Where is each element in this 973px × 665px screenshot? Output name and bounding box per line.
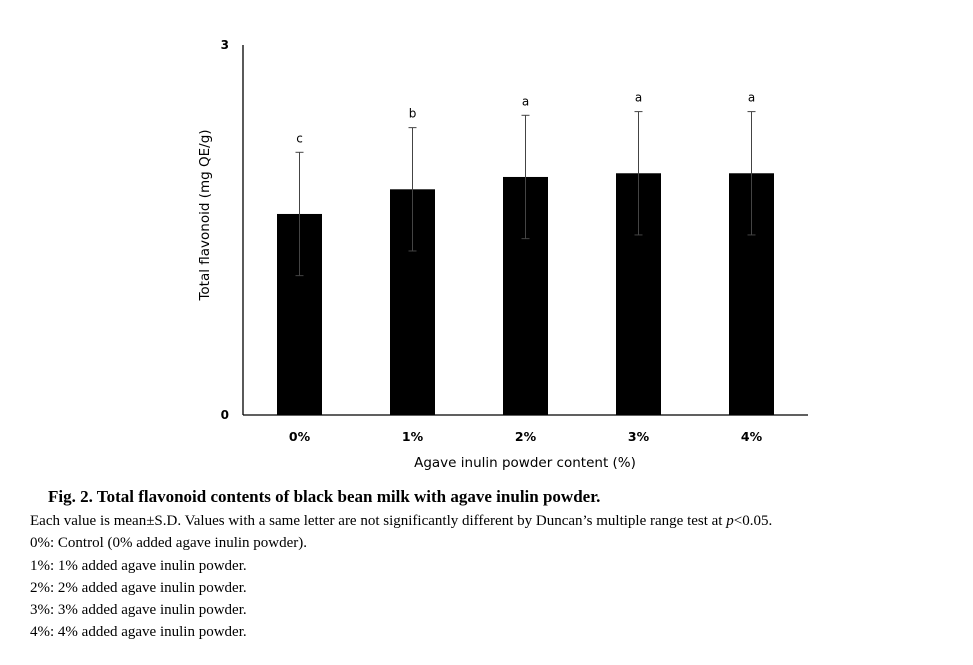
caption-line-4: 4%: 4% added agave inulin powder. <box>30 624 247 641</box>
caption-title: Fig. 2. Total flavonoid contents of blac… <box>48 487 601 506</box>
significance-letter-4: a <box>748 91 755 105</box>
figure-caption: Fig. 2. Total flavonoid contents of blac… <box>30 487 960 644</box>
x-tick-label-1: 1% <box>402 429 424 444</box>
significance-letters-layer: c b a a a <box>296 91 755 146</box>
x-tick-label-2: 2% <box>515 429 537 444</box>
significance-letter-1: b <box>409 107 417 121</box>
caption-note-suffix: <0.05. <box>733 513 773 529</box>
caption-note: Each value is mean±S.D. Values with a sa… <box>30 510 960 532</box>
x-tick-label-4: 4% <box>741 429 763 444</box>
x-axis-title: Agave inulin powder content (%) <box>414 455 636 471</box>
y-tick-label-0: 0 <box>221 408 229 422</box>
x-tick-labels: 0% 1% 2% 3% 4% <box>289 429 763 444</box>
y-axis-title: Total flavonoid (mg QE/g) <box>197 129 213 301</box>
significance-letter-0: c <box>296 131 303 145</box>
y-tick-label-1: 3 <box>221 38 229 52</box>
significance-letter-2: a <box>522 94 529 108</box>
caption-line-0: 0%: Control (0% added agave inulin powde… <box>30 535 308 552</box>
y-tick-labels: 03 <box>221 38 229 422</box>
x-tick-label-0: 0% <box>289 429 311 444</box>
caption-note-p: p <box>726 513 734 529</box>
significance-letter-3: a <box>635 91 642 105</box>
caption-line-2: 2%: 2% added agave inulin powder. <box>30 579 247 596</box>
caption-note-prefix: Each value is mean±S.D. Values with a sa… <box>30 513 727 529</box>
caption-line-1: 1%: 1% added agave inulin powder. <box>30 557 247 574</box>
x-tick-label-3: 3% <box>628 429 650 444</box>
caption-line-3: 3%: 3% added agave inulin powder. <box>30 602 247 619</box>
bar-chart: cba a a 03 0% 1% 2% 3% 4% Total flavonoid (mg … <box>197 38 808 471</box>
error-bars-layer <box>295 111 756 277</box>
